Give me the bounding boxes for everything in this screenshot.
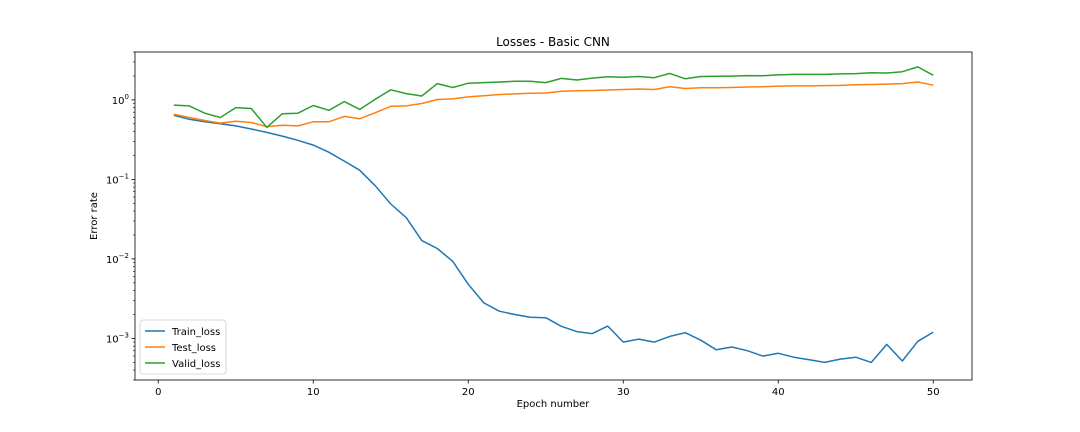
plot-area <box>134 51 973 381</box>
x-axis: 0 10 20 30 40 50 <box>155 380 940 398</box>
y-tick-label: 10−1 <box>106 172 129 186</box>
legend: Train_loss Test_loss Valid_loss <box>139 319 227 375</box>
series-line-test-loss <box>173 81 934 128</box>
y-axis: 10−3 10−2 10−1 100 <box>106 51 135 381</box>
legend-label-test-loss: Test_loss <box>171 343 216 354</box>
y-tick-label: 10−2 <box>106 252 129 266</box>
legend-box <box>139 319 227 375</box>
legend-label-valid-loss: Valid_loss <box>172 359 220 370</box>
x-tick-label: 50 <box>927 387 940 398</box>
x-tick-label: 30 <box>617 387 630 398</box>
chart-title: Losses - Basic CNN <box>496 35 610 49</box>
y-tick-label: 100 <box>112 93 129 107</box>
series-line-train-loss <box>173 114 934 364</box>
plot-frame <box>134 51 973 381</box>
x-tick-label: 10 <box>307 387 320 398</box>
x-tick-label: 0 <box>155 387 161 398</box>
y-axis-label: Error rate <box>89 192 100 240</box>
x-tick-label: 40 <box>772 387 785 398</box>
series-line-valid-loss <box>173 66 934 129</box>
y-tick-label: 10−3 <box>106 331 129 345</box>
x-axis-label: Epoch number <box>517 399 591 410</box>
x-tick-label: 20 <box>462 387 475 398</box>
legend-label-train-loss: Train_loss <box>171 327 220 338</box>
series-lines <box>173 66 934 364</box>
